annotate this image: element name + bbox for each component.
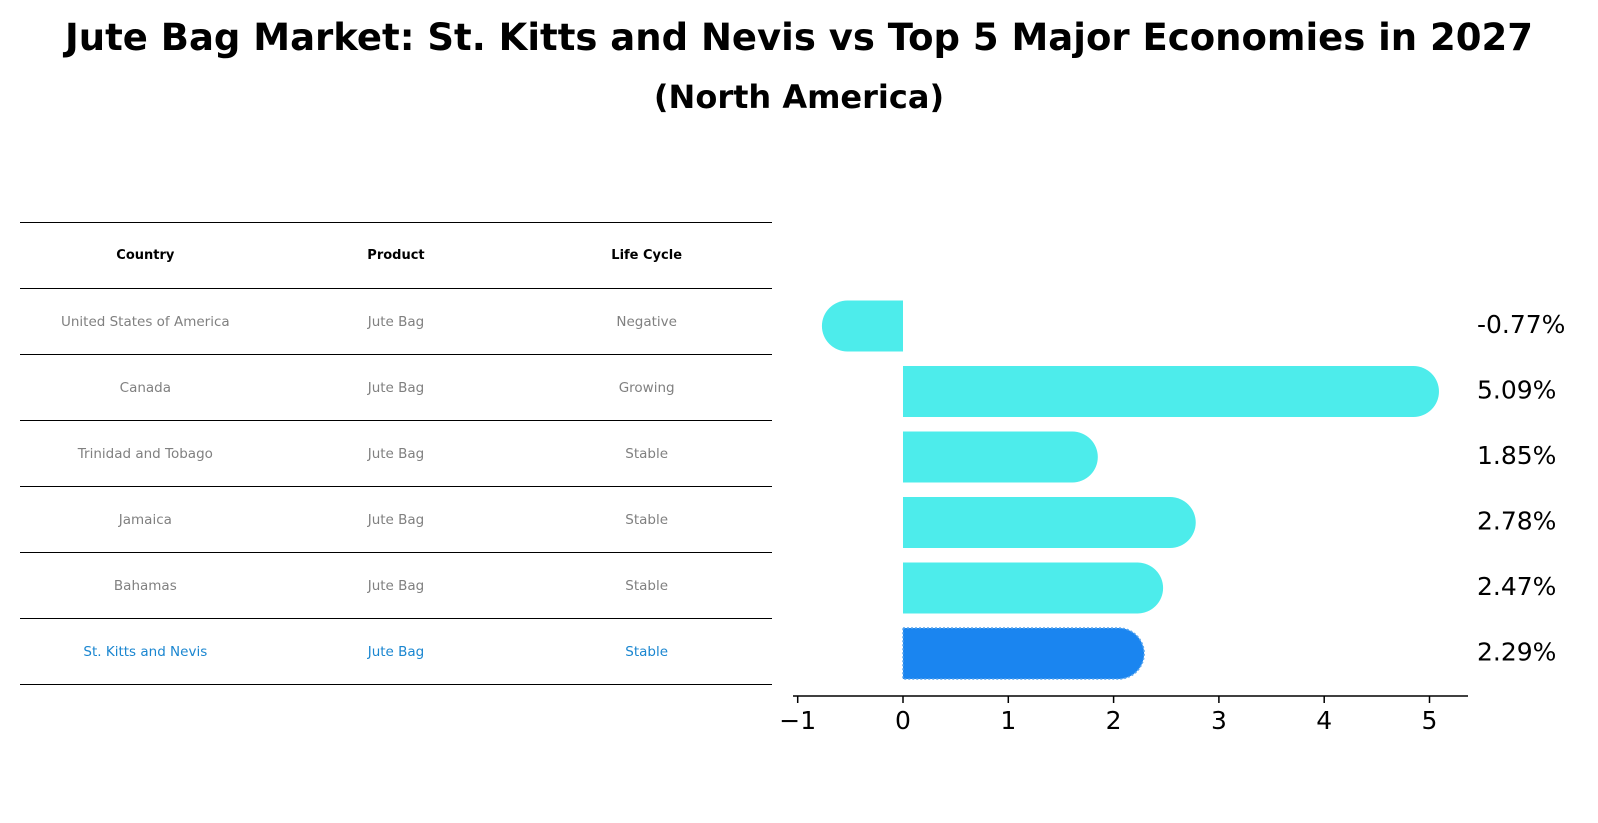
data-label: 2.47% [1477, 572, 1556, 601]
x-tick-label: 3 [1211, 706, 1227, 735]
cell-country: Canada [20, 354, 271, 421]
chart-title: Jute Bag Market: St. Kitts and Nevis vs … [64, 16, 1534, 59]
cell-country: St. Kitts and Nevis [20, 618, 271, 685]
cell-product: Jute Bag [270, 420, 522, 487]
cell-country: Bahamas [20, 552, 271, 619]
cell-product: Jute Bag [270, 486, 522, 553]
cell-product: Jute Bag [270, 552, 522, 619]
cell-life-cycle: Stable [521, 420, 772, 487]
x-tick-label: −1 [779, 706, 816, 735]
chart-subtitle: (North America) [653, 78, 945, 116]
cell-life-cycle: Negative [521, 288, 772, 355]
cell-country: Jamaica [20, 486, 271, 553]
x-tick-label: 4 [1316, 706, 1332, 735]
cell-product: Jute Bag [270, 618, 522, 685]
cell-product: Jute Bag [270, 354, 522, 421]
bar-trinidad-and-tobago [903, 431, 1098, 483]
bar-canada [903, 366, 1439, 417]
x-tick-label: 2 [1106, 706, 1122, 735]
bar-united-states-of-america [821, 300, 903, 352]
summary-table: Country Product Life Cycle United States… [20, 222, 772, 685]
cell-life-cycle: Stable [521, 486, 772, 553]
data-label: -0.77% [1477, 310, 1565, 339]
header-product: Product [270, 222, 522, 289]
x-tick-label: 5 [1422, 706, 1438, 735]
data-label: 5.09% [1477, 376, 1556, 405]
header-country: Country [20, 222, 271, 289]
data-label: 2.78% [1477, 507, 1556, 536]
bar-jamaica [903, 497, 1196, 548]
table-row: Jamaica Jute Bag Stable [20, 486, 772, 553]
bar-st-kitts-and-nevis [902, 627, 1145, 680]
bar-bahamas [903, 562, 1164, 614]
data-label: 2.29% [1477, 638, 1556, 667]
table-header-row: Country Product Life Cycle [20, 222, 772, 289]
table-row: Trinidad and Tobago Jute Bag Stable [20, 420, 772, 487]
data-label: 1.85% [1477, 441, 1556, 470]
header-life-cycle: Life Cycle [521, 222, 772, 289]
table-row-highlighted: St. Kitts and Nevis Jute Bag Stable [20, 618, 772, 685]
table-row: Canada Jute Bag Growing [20, 354, 772, 421]
cell-life-cycle: Growing [521, 354, 772, 421]
x-tick-label: 1 [1000, 706, 1016, 735]
cell-country: Trinidad and Tobago [20, 420, 271, 487]
cell-country: United States of America [20, 288, 271, 355]
cell-product: Jute Bag [270, 288, 522, 355]
table-row: United States of America Jute Bag Negati… [20, 288, 772, 355]
table-row: Bahamas Jute Bag Stable [20, 552, 772, 619]
x-tick-label: 0 [895, 706, 911, 735]
cell-life-cycle: Stable [521, 552, 772, 619]
cell-life-cycle: Stable [521, 618, 772, 685]
